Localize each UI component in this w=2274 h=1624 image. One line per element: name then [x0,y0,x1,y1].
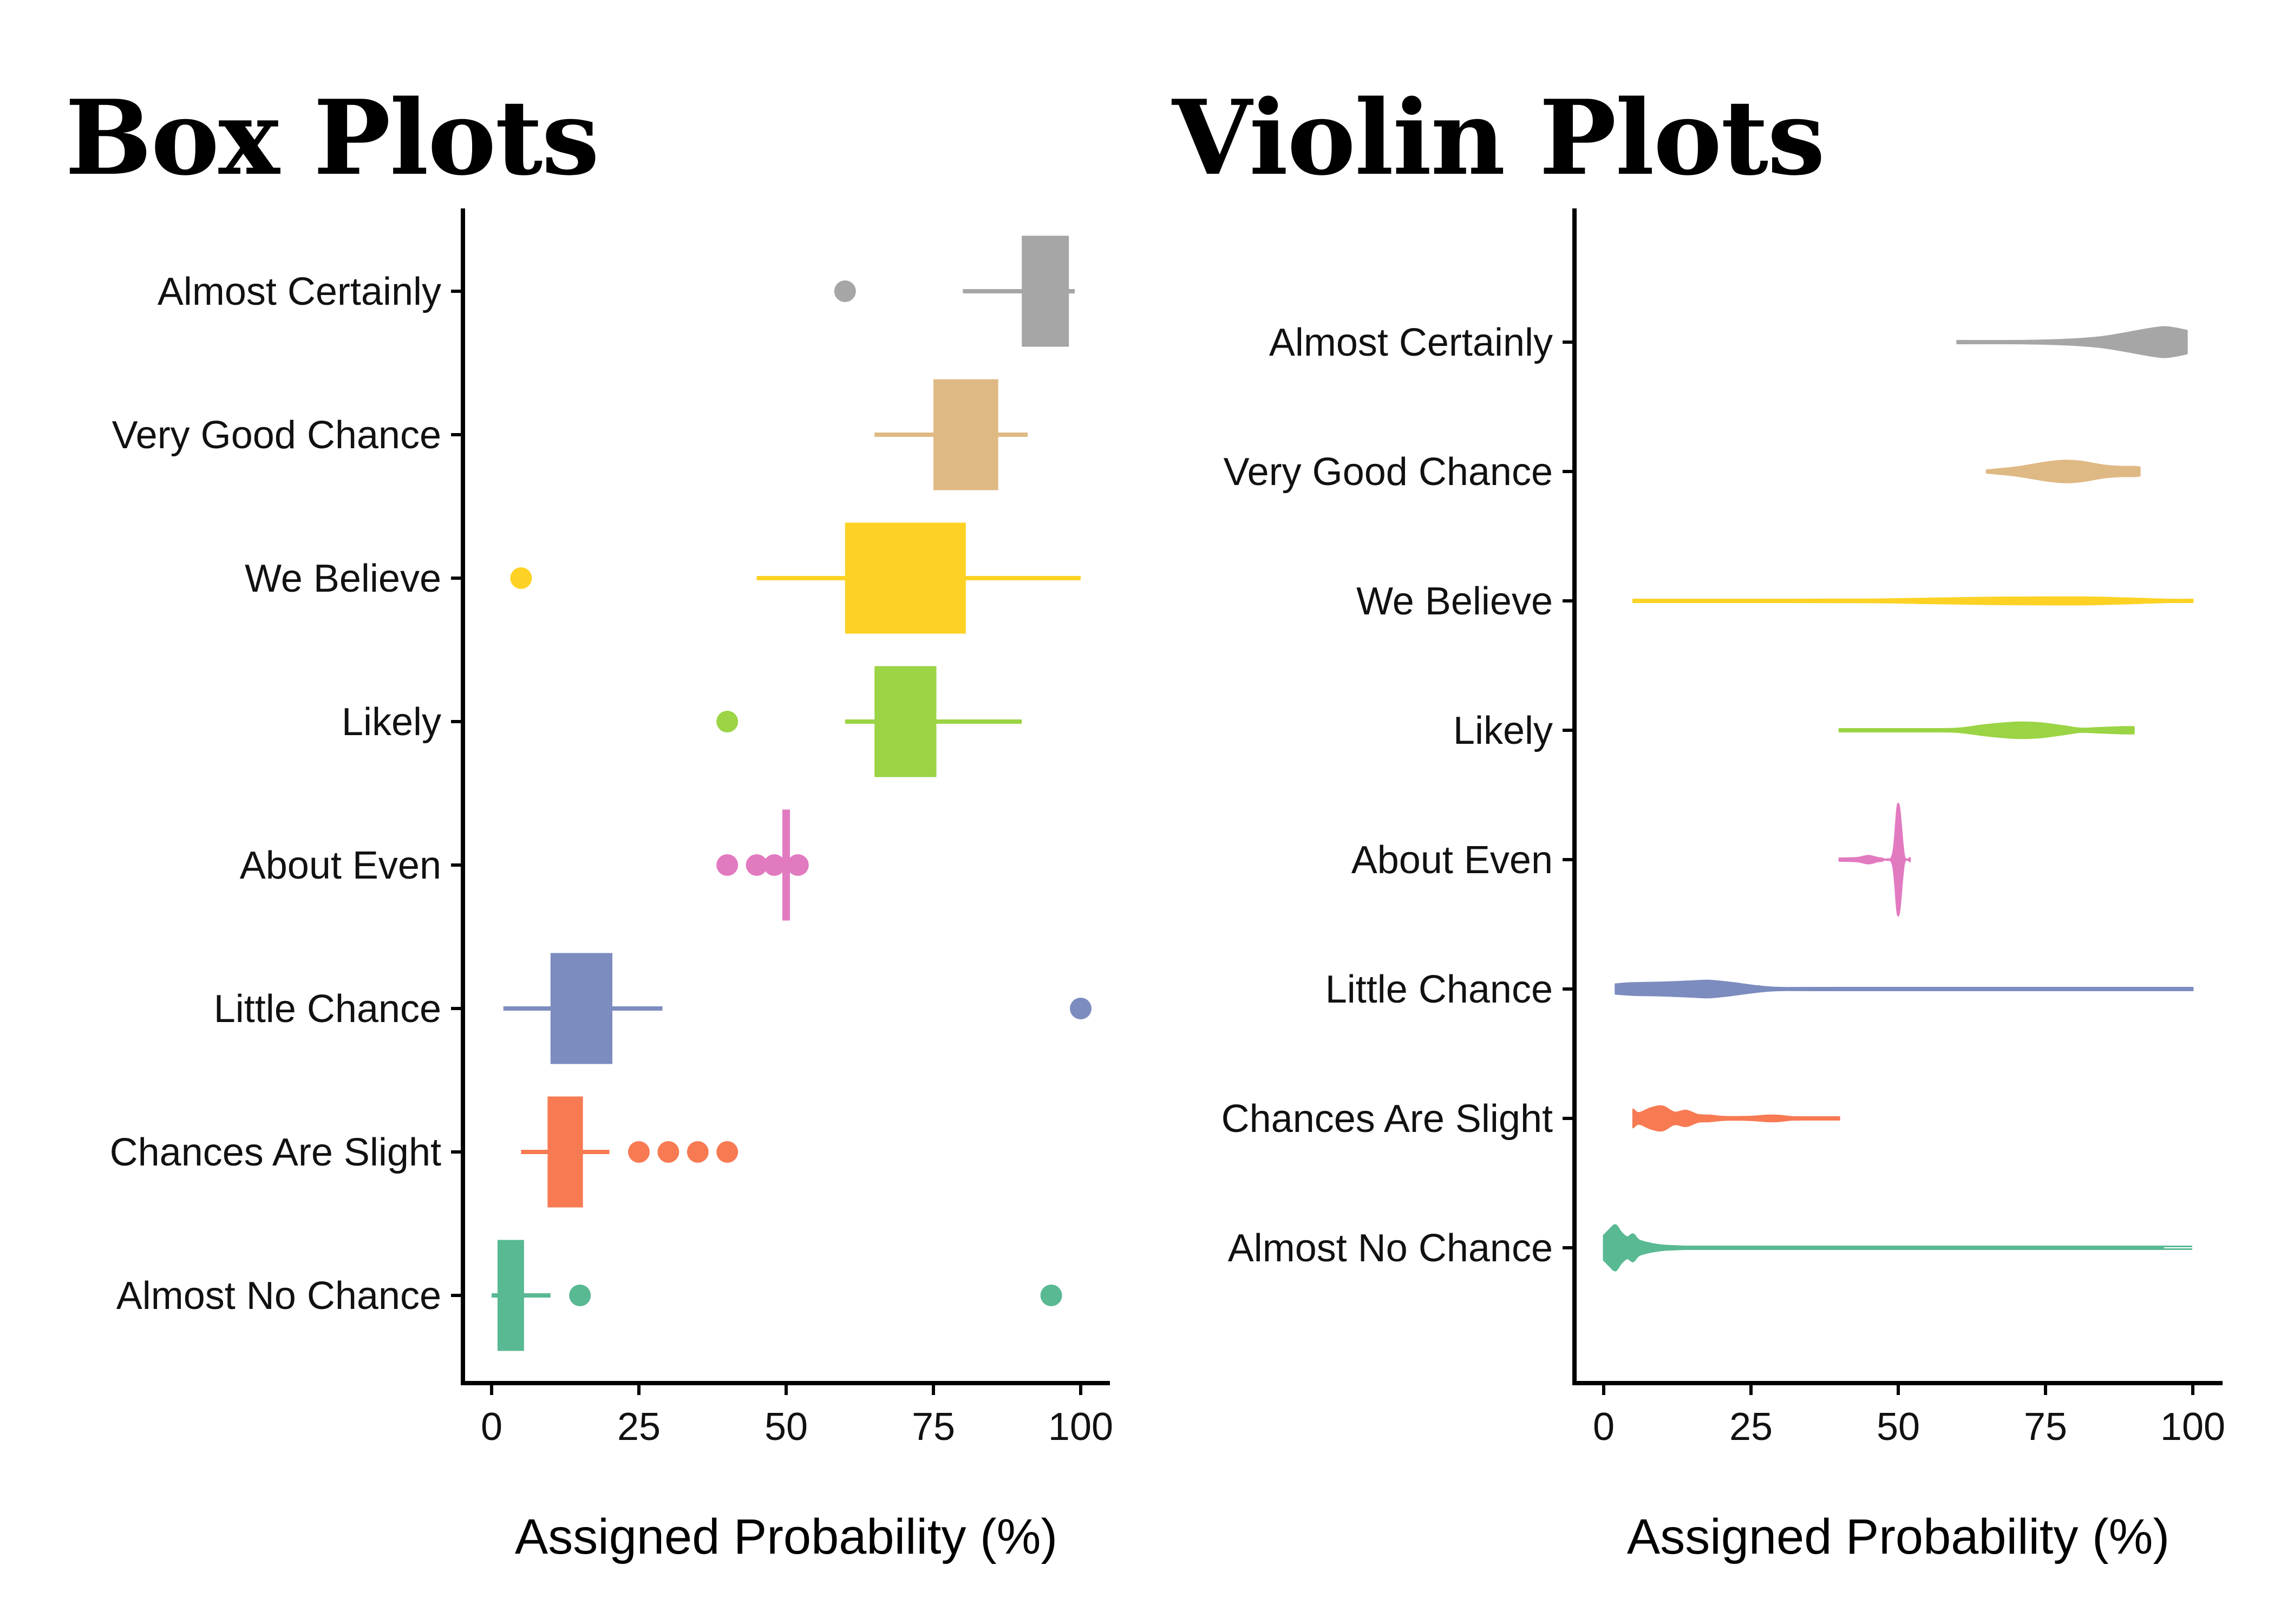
box-body-almost-no-chance [497,1240,524,1351]
violin-plot-panel: 0 25 50 75 100 Almost Certainly Very Good Chan… [1221,208,2225,1564]
box-outlier-we-believe [510,567,532,589]
box-outlier-about-even [787,854,809,876]
violin-category-label-almost-certainly: Almost Certainly [1269,321,1553,364]
box-x-tick-label: 100 [1048,1405,1113,1449]
violin-shape-about-even [1838,802,1911,917]
box-category-label-we-believe: We Believe [245,557,441,600]
violin-category-label-almost-no-chance: Almost No Chance [1228,1227,1553,1270]
box-x-tick-label: 25 [617,1405,661,1449]
violin-x-tick-label: 25 [1729,1405,1773,1449]
box-outlier-almost-no-chance [569,1285,591,1306]
violin-category-label-chances-are-slight: Chances Are Slight [1221,1097,1553,1141]
violin-shape-little-chance [1615,979,2194,999]
box-category-label-about-even: About Even [240,844,441,887]
box-body-almost-certainly [1022,235,1069,347]
violin-shape-chances-are-slight [1632,1105,1840,1132]
box-outlier-about-even [716,854,739,876]
box-category-label-very-good-chance: Very Good Chance [112,414,441,457]
box-plot-title: Box Plots [65,77,599,198]
box-body-chances-are-slight [547,1096,583,1208]
violin-shape-almost-no-chance [1603,1224,2193,1272]
box-outlier-chances-are-slight [716,1141,739,1163]
box-body-very-good-chance [933,379,998,490]
box-outlier-likely [716,711,739,732]
box-plot-panel: 0 25 50 75 100 Almost Certainly Very Good Chan… [110,208,1113,1564]
box-outlier-chances-are-slight [657,1141,679,1163]
box-category-label-little-chance: Little Chance [214,987,441,1031]
box-category-label-chances-are-slight: Chances Are Slight [110,1131,441,1174]
box-outlier-about-even [763,854,786,876]
box-outlier-chances-are-slight [687,1141,709,1163]
violin-shape-very-good-chance [1985,460,2141,483]
box-outlier-almost-certainly [834,280,856,302]
violin-category-label-very-good-chance: Very Good Chance [1224,450,1553,494]
box-outlier-chances-are-slight [628,1141,650,1163]
violin-x-tick-label: 50 [1877,1405,1920,1449]
box-body-little-chance [550,953,613,1064]
violin-category-label-likely: Likely [1453,709,1553,752]
box-category-label-almost-certainly: Almost Certainly [158,270,441,313]
violin-shape-we-believe [1632,596,2194,606]
box-body-we-believe [845,522,966,634]
box-x-axis-title: Assigned Probability (%) [515,1509,1057,1564]
violin-category-label-little-chance: Little Chance [1325,968,1553,1011]
violin-x-tick-label: 100 [2160,1405,2225,1449]
violin-x-tick-label: 75 [2024,1405,2067,1449]
violin-shape-almost-certainly [1956,326,2188,358]
box-outlier-almost-no-chance [1040,1285,1062,1306]
violin-category-label-we-believe: We Believe [1356,580,1553,623]
box-outlier-about-even [746,854,768,876]
box-x-tick-label: 50 [764,1405,808,1449]
box-x-tick-label: 0 [481,1405,502,1449]
violin-shape-likely [1838,721,2135,739]
violin-x-axis-title: Assigned Probability (%) [1627,1509,2170,1564]
violin-x-tick-label: 0 [1593,1405,1615,1449]
box-outlier-little-chance [1070,998,1092,1019]
box-category-label-almost-no-chance: Almost No Chance [116,1274,441,1318]
box-category-label-likely: Likely [342,700,441,744]
box-x-tick-label: 75 [912,1405,955,1449]
box-body-likely [874,666,937,777]
violin-plot-title: Violin Plots [1172,77,1825,198]
violin-category-label-about-even: About Even [1351,839,1553,882]
